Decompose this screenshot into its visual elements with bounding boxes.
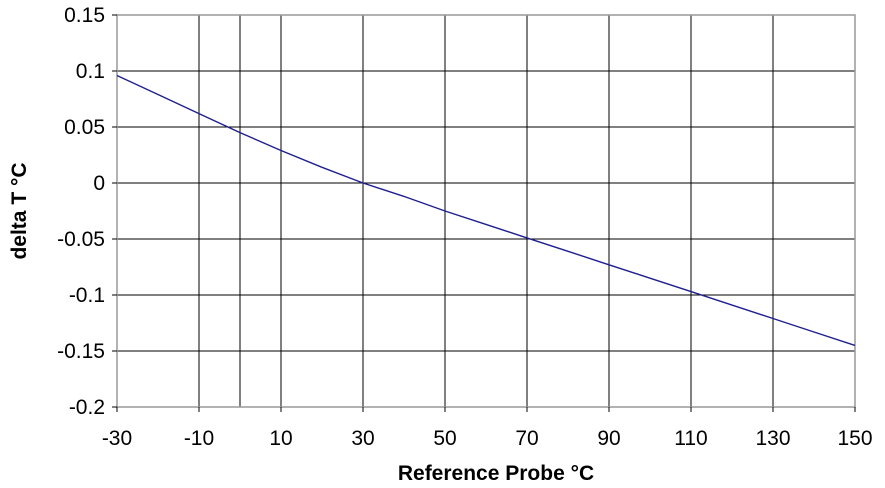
- y-tick-label: -0.15: [57, 340, 105, 363]
- y-tick-label: -0.05: [57, 228, 105, 251]
- x-tick-label: 150: [837, 427, 872, 450]
- y-axis-title: delta T °C: [8, 162, 31, 259]
- x-tick-label: -10: [184, 427, 214, 450]
- x-tick-label: 130: [755, 427, 790, 450]
- y-tick-label: -0.1: [69, 284, 105, 307]
- y-tick-label: 0.15: [64, 4, 105, 27]
- x-tick-label: 70: [515, 427, 538, 450]
- x-axis-title: Reference Probe °C: [398, 462, 594, 485]
- y-tick-label: 0.05: [64, 116, 105, 139]
- series-layer: [116, 74, 856, 347]
- plot-area-frame: [116, 14, 856, 408]
- x-tick-label: -30: [102, 427, 132, 450]
- grid-lines: [117, 15, 855, 407]
- x-tick-label: 90: [597, 427, 620, 450]
- y-tick-label: 0.1: [76, 60, 105, 83]
- x-tick-label: 110: [674, 427, 707, 450]
- y-tick-label: -0.2: [69, 396, 105, 419]
- x-tick-label: 10: [269, 427, 292, 450]
- y-tick-label: 0: [93, 172, 105, 195]
- x-tick-label: 50: [433, 427, 456, 450]
- axis-ticks: -30 -10 10 30 50 70 90 110 130 150 0.15 0.1 0.05 0 -0.…: [57, 4, 872, 450]
- series-line: [116, 74, 856, 347]
- x-tick-label: 30: [351, 427, 374, 450]
